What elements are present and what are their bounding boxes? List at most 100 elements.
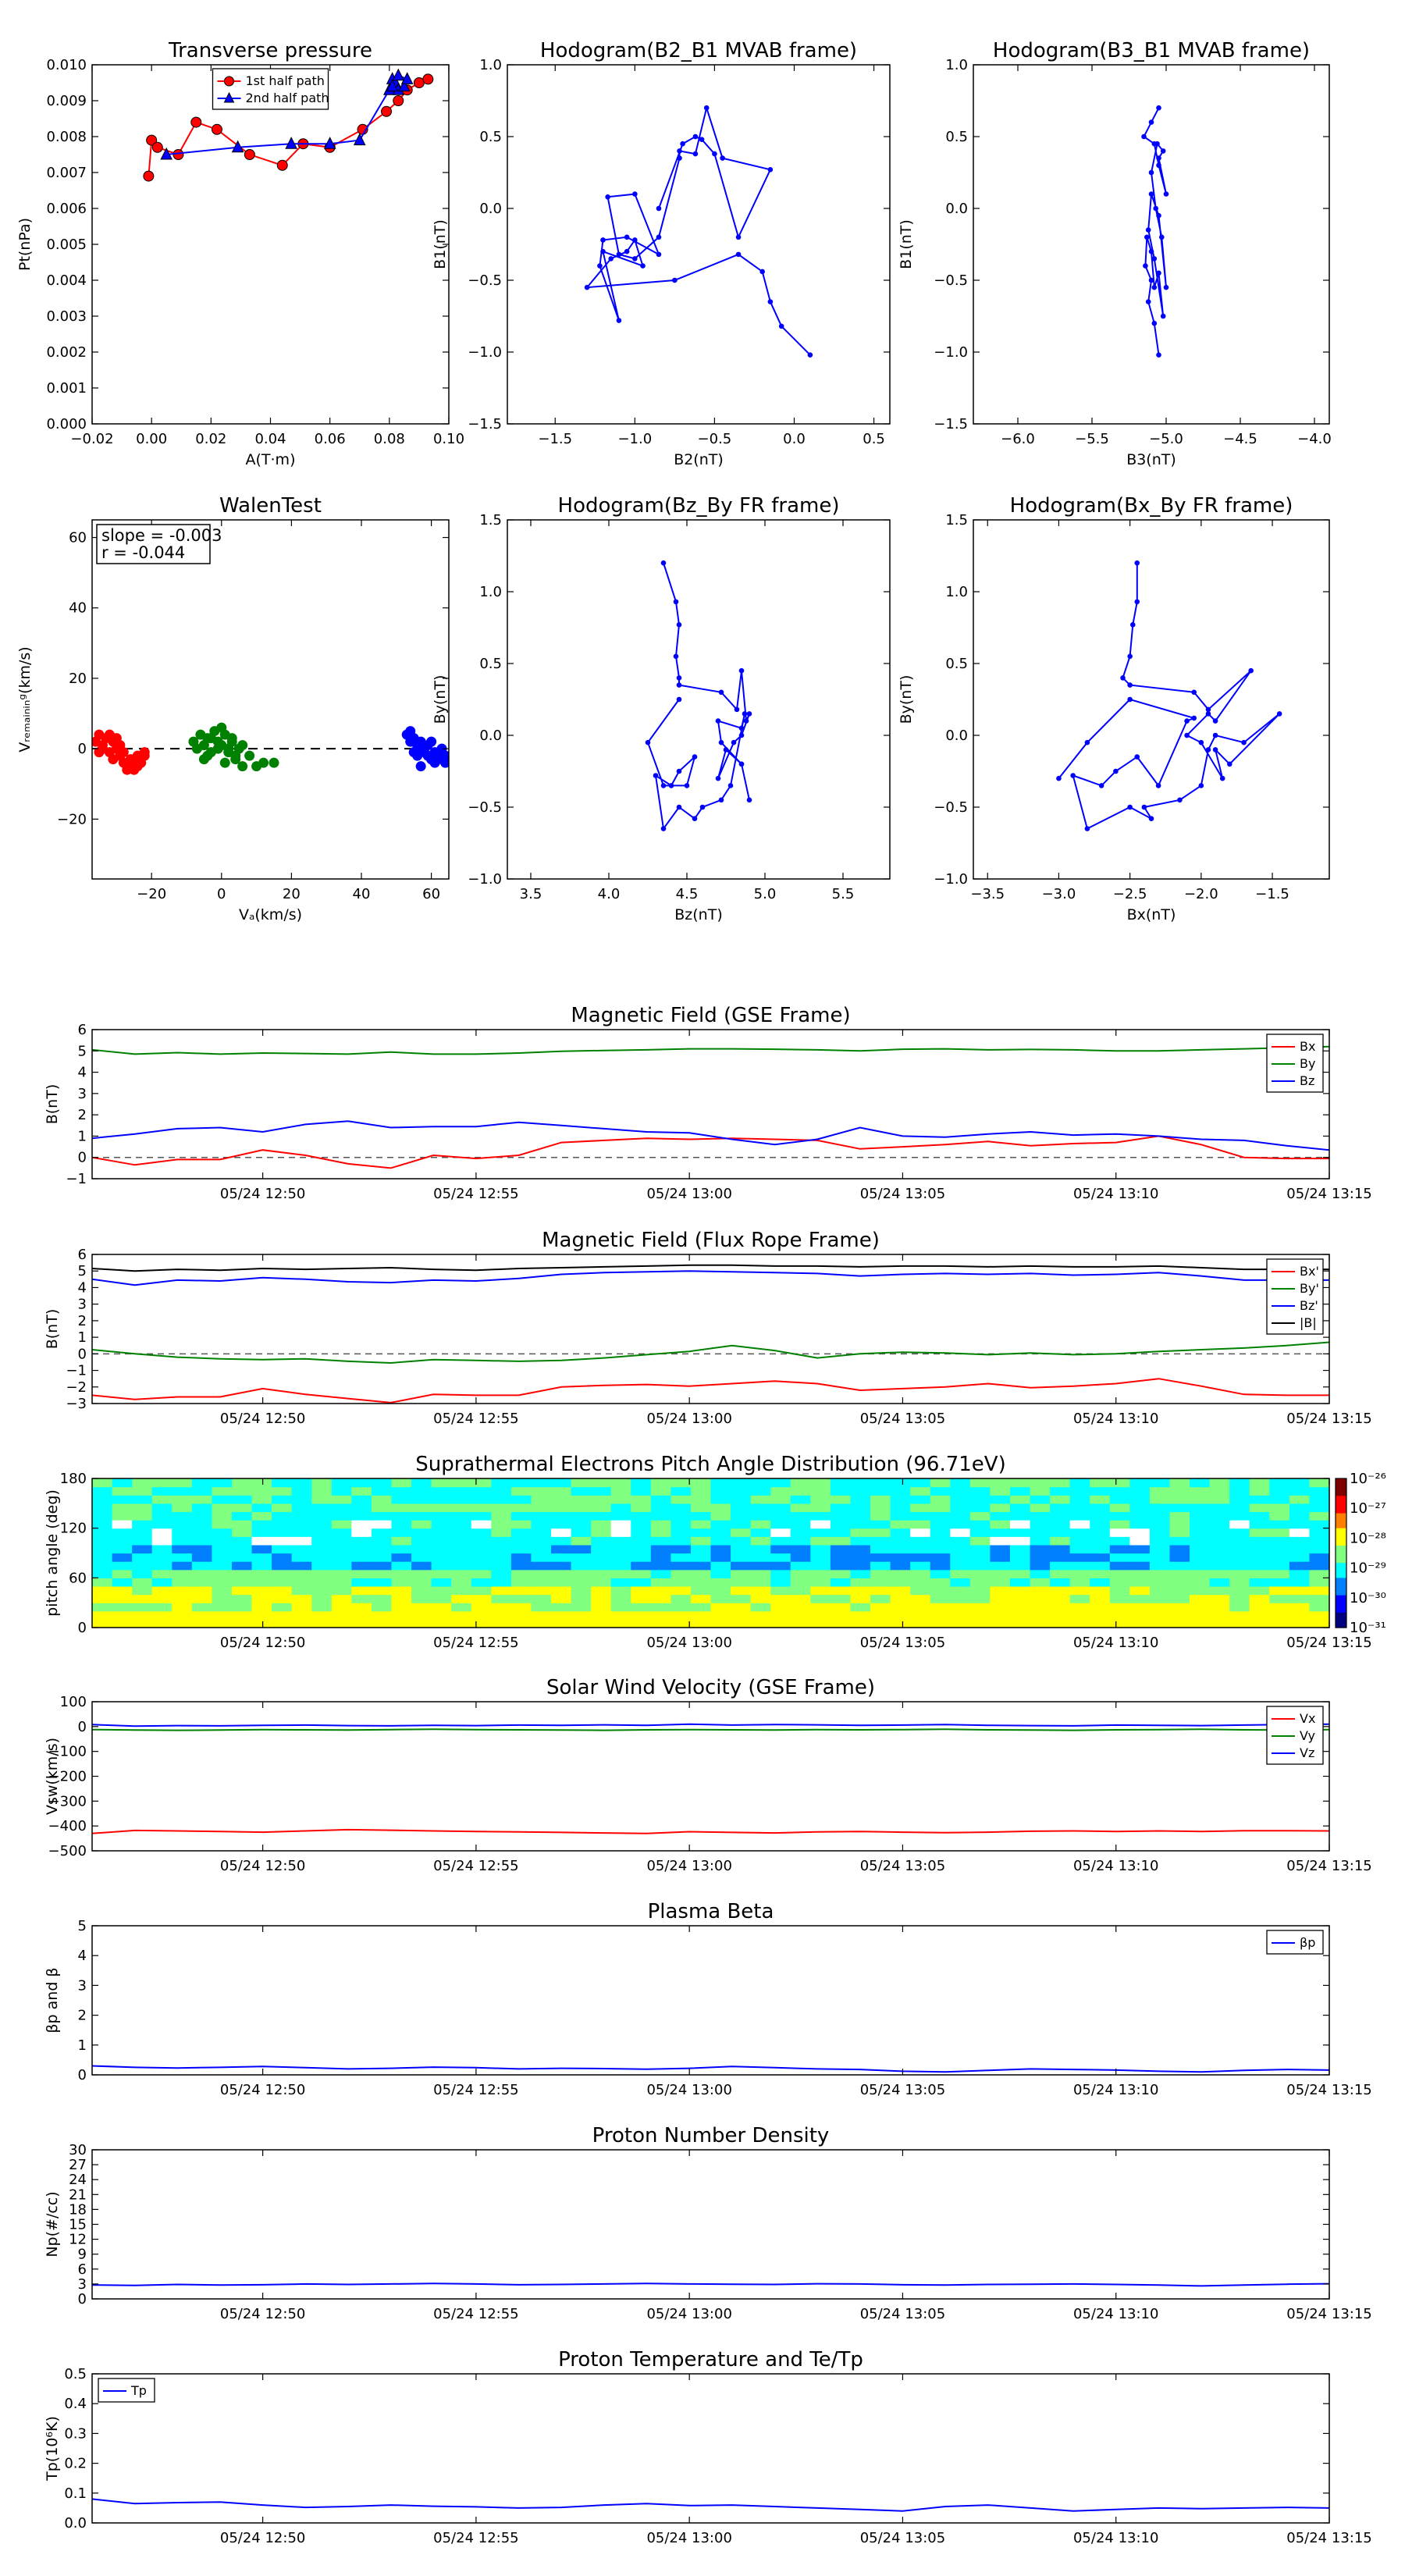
heatmap-cell: [1249, 1610, 1270, 1620]
colorbar-tick-label: 10⁻³¹: [1350, 1620, 1386, 1636]
heatmap-cell: [411, 1478, 432, 1488]
heatmap-cell: [930, 1520, 951, 1529]
heatmap-cell: [1129, 1503, 1151, 1513]
heatmap-cell: [231, 1495, 253, 1504]
y-tick-label: 1: [78, 1329, 87, 1346]
data-point: [118, 747, 129, 758]
x-tick-label: 05/24 13:00: [646, 2082, 731, 2098]
y-axis-label: Vsw(km/s): [44, 1738, 61, 1815]
heatmap-cell: [591, 1561, 612, 1571]
heatmap-cell: [1109, 1585, 1130, 1596]
heatmap-cell: [531, 1536, 552, 1546]
heatmap-cell: [591, 1511, 612, 1521]
heatmap-cell: [930, 1585, 951, 1596]
heatmap-cell: [1309, 1478, 1329, 1488]
data-point: [1148, 119, 1154, 125]
heatmap-cell: [231, 1619, 253, 1628]
data-point: [718, 739, 724, 745]
data-point: [216, 722, 227, 733]
heatmap-cell: [151, 1603, 173, 1612]
heatmap-cell: [1090, 1503, 1111, 1513]
heatmap-cell: [1030, 1520, 1051, 1529]
heatmap-cell: [969, 1486, 991, 1496]
heatmap-cell: [351, 1486, 372, 1496]
heatmap-cell: [850, 1553, 871, 1562]
heatmap-cell: [1169, 1503, 1190, 1513]
heatmap-cells: [92, 1478, 1329, 1628]
heatmap-cell: [112, 1503, 133, 1513]
heatmap-cell: [710, 1553, 731, 1562]
heatmap-cell: [1289, 1594, 1311, 1603]
heatmap-cell: [510, 1561, 532, 1571]
heatmap-cell: [212, 1495, 233, 1504]
heatmap-cell: [1289, 1578, 1311, 1587]
colorbar-segment: [1336, 1595, 1346, 1599]
heatmap-cell: [731, 1578, 752, 1587]
data-point: [699, 804, 706, 810]
heatmap-cell: [1149, 1594, 1171, 1603]
heatmap-cell: [1069, 1536, 1090, 1546]
colorbar-segment: [1336, 1521, 1346, 1524]
heatmap-cell: [1050, 1478, 1071, 1488]
y-axis-label: Vᵣₑₘₐᵢₙᵢₙᵍ(km/s): [16, 646, 34, 752]
heatmap-cell: [531, 1578, 552, 1587]
annotation-box: [96, 524, 211, 564]
heatmap-cell: [710, 1569, 731, 1578]
heatmap-cell: [1229, 1520, 1250, 1529]
heatmap-cell: [231, 1569, 253, 1578]
heatmap-cell: [510, 1619, 532, 1628]
series-group: [92, 1045, 1329, 1169]
heatmap-cell: [1149, 1511, 1171, 1521]
heatmap-cell: [1209, 1561, 1230, 1571]
heatmap-cell: [1090, 1520, 1111, 1529]
y-tick-label: 0: [78, 2067, 87, 2083]
heatmap-cell: [770, 1495, 791, 1504]
colorbar-segment: [1336, 1533, 1346, 1536]
heatmap-cell: [1269, 1578, 1290, 1587]
heatmap-cell: [1309, 1594, 1329, 1603]
x-tick-label: 05/24 13:05: [860, 1411, 945, 1427]
heatmap-cell: [1190, 1536, 1211, 1546]
heatmap-cell: [850, 1610, 871, 1620]
legend-label: Bz': [1300, 1298, 1318, 1313]
heatmap-cell: [231, 1536, 253, 1546]
heatmap-cell: [92, 1536, 113, 1546]
data-point: [422, 73, 434, 85]
data-point: [1127, 653, 1133, 660]
data-point: [624, 234, 630, 240]
heatmap-cell: [1149, 1544, 1171, 1554]
data-point: [692, 816, 698, 822]
colorbar-segment: [1336, 1498, 1346, 1502]
heatmap-cell: [810, 1486, 831, 1496]
colorbar-segment: [1336, 1610, 1346, 1614]
heatmap-cell: [670, 1478, 692, 1488]
heatmap-cell: [690, 1486, 712, 1496]
heatmap-cell: [1069, 1486, 1090, 1496]
chart-panel-plasma-beta: 05/24 12:50 05/24 12:55 05/24 13:00 05/24 1…: [44, 1900, 1372, 2098]
y-tick-label: 0.5: [945, 656, 968, 672]
data-point: [1241, 739, 1247, 745]
x-tick-label: 05/24 12:50: [220, 1186, 305, 1202]
heatmap-cell: [610, 1569, 631, 1578]
heatmap-cell: [770, 1503, 791, 1513]
heatmap-cell: [311, 1528, 333, 1537]
heatmap-cell: [990, 1594, 1011, 1603]
heatmap-cell: [1090, 1594, 1111, 1603]
heatmap-cell: [631, 1603, 652, 1612]
data-point: [1084, 826, 1090, 831]
heatmap-cell: [451, 1495, 472, 1504]
heatmap-cell: [731, 1610, 752, 1620]
data-point: [692, 151, 699, 157]
heatmap-cell: [571, 1520, 592, 1529]
heatmap-cell: [231, 1553, 253, 1562]
y-tick-label: −100: [48, 1744, 87, 1760]
heatmap-cell: [112, 1511, 133, 1521]
heatmap-cell: [331, 1503, 352, 1513]
y-tick-label: 27: [69, 2157, 87, 2173]
x-axis-label: Bx(nT): [1127, 906, 1176, 923]
heatmap-cell: [690, 1495, 712, 1504]
heatmap-cell: [770, 1610, 791, 1620]
heatmap-cell: [92, 1511, 113, 1521]
heatmap-cell: [1069, 1478, 1090, 1488]
heatmap-cell: [451, 1561, 472, 1571]
